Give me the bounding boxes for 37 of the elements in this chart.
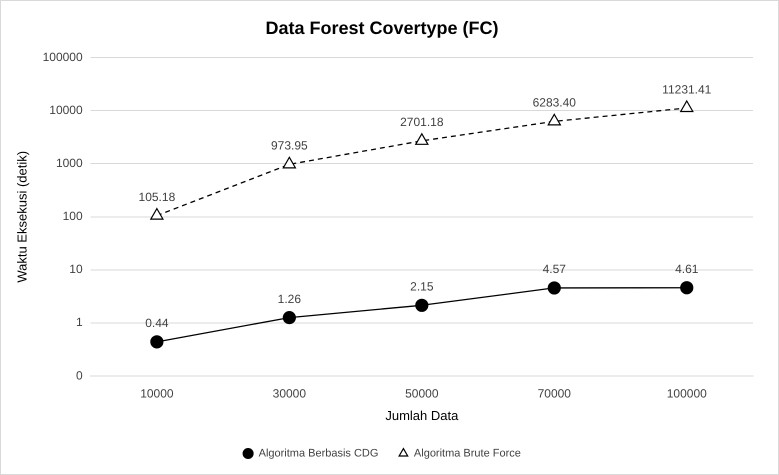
point (150, 335, 164, 348)
data-label: 6283.40 (532, 96, 576, 110)
chart-title: Data Forest Covertype (FC) (265, 18, 499, 38)
point (415, 133, 428, 145)
data-label: 0.44 (145, 316, 169, 330)
point (680, 100, 694, 112)
data-label: 105.18 (138, 190, 176, 204)
x-tick-label: 10000 (140, 386, 174, 401)
data-label: 1.26 (278, 292, 302, 306)
point (548, 114, 561, 126)
x-axis-title: Jumlah Data (385, 408, 460, 423)
legend-label: Algoritma Brute Force (414, 448, 521, 460)
point (548, 281, 561, 295)
x-tick-label: 70000 (538, 386, 572, 401)
y-tick-label: 10 (69, 262, 83, 276)
data-label: 973.95 (271, 138, 308, 153)
data-label: 2701.18 (400, 115, 444, 130)
point (150, 208, 164, 220)
x-tick-label: 50000 (405, 386, 439, 401)
data-label: 4.57 (542, 262, 566, 276)
point (282, 311, 296, 324)
y-tick-label: 100000 (42, 50, 83, 64)
y-axis-title: Waktu Eksekusi (detik) (14, 150, 30, 283)
data-label: 2.15 (410, 280, 434, 294)
point (282, 156, 296, 168)
data-label: 11231.41 (662, 82, 712, 96)
point (680, 281, 694, 294)
y-tick-label: 1000 (56, 156, 83, 170)
x-tick-label: 30000 (272, 386, 306, 401)
y-tick-label: 1 (76, 315, 83, 330)
data-label: 4.61 (675, 262, 699, 276)
point (415, 298, 428, 312)
x-tick-label: 100000 (666, 386, 708, 401)
legend-label: Algoritma Berbasis CDG (258, 448, 378, 460)
y-tick-label: 100 (62, 209, 83, 224)
y-tick-label: 10000 (49, 102, 83, 117)
y-tick-label: 0 (76, 368, 83, 382)
